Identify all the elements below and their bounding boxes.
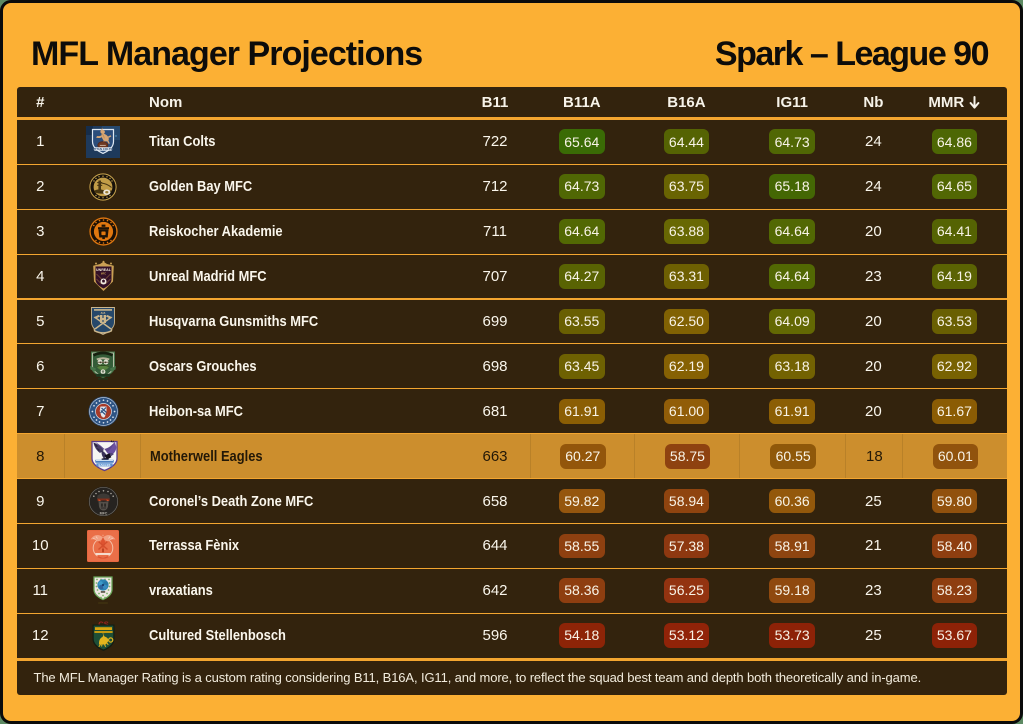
svg-text:CS: CS: [98, 619, 108, 628]
svg-text:UNREAL: UNREAL: [96, 268, 112, 272]
svg-text:TITAN COLTS: TITAN COLTS: [94, 147, 113, 151]
svg-text:EAGLES: EAGLES: [99, 463, 111, 467]
svg-text:MFC: MFC: [101, 272, 106, 275]
svg-text:MFC: MFC: [100, 511, 108, 515]
